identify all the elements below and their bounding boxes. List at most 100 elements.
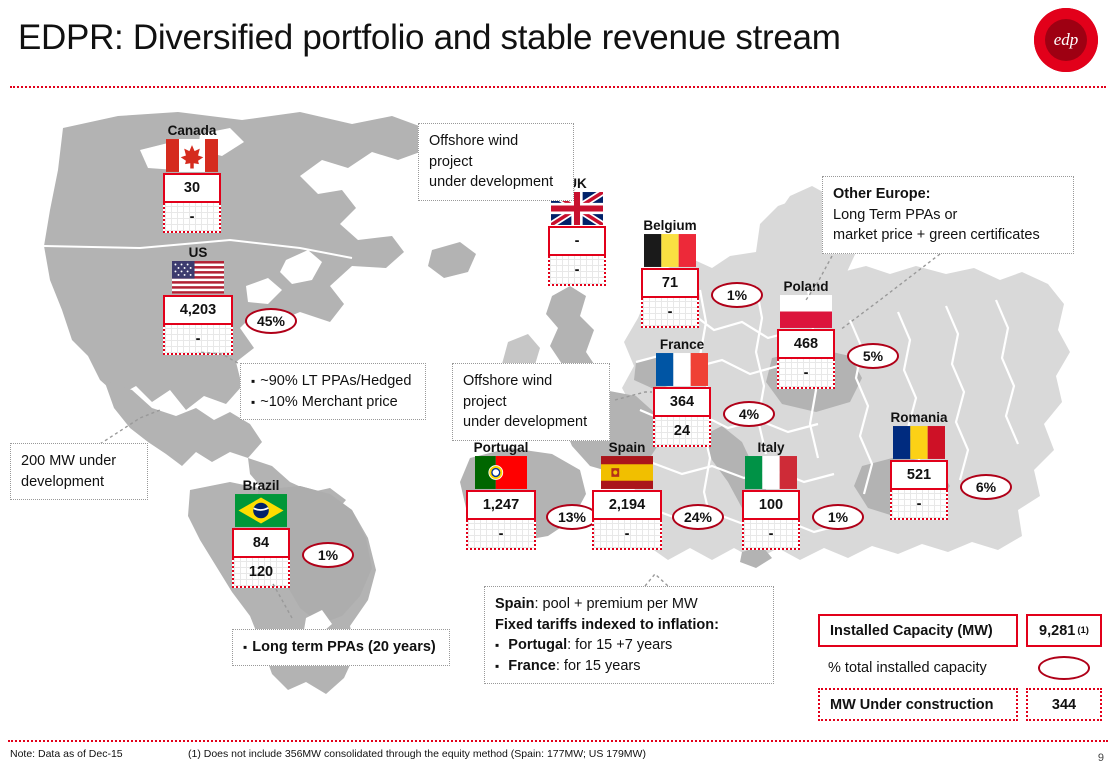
page-number: 9 xyxy=(1097,752,1104,764)
country-name-spain: Spain xyxy=(608,440,646,455)
country-block-belgium[interactable]: Belgium 71 - 1% xyxy=(641,218,763,328)
under-construction-box-spain[interactable]: - xyxy=(592,520,662,550)
percent-badge-france: 4% xyxy=(723,401,775,427)
landmass-sicily xyxy=(740,546,772,568)
percent-badge-spain: 24% xyxy=(672,504,724,530)
legend-row-percent: % total installed capacity xyxy=(818,651,1103,684)
country-block-poland[interactable]: Poland 468 - 5% xyxy=(777,279,899,389)
country-block-us[interactable]: US 4,203 - 45% xyxy=(163,245,297,355)
percent-badge-us: 45% xyxy=(245,308,297,334)
legend-installed-value: 9,281 (1) xyxy=(1026,614,1102,647)
legend-uc-value: 344 xyxy=(1026,688,1102,721)
under-construction-box-belgium[interactable]: - xyxy=(641,298,699,328)
legend: Installed Capacity (MW) 9,281 (1) % total… xyxy=(818,614,1103,725)
callout-offshore-uk-line1: Offshore wind project xyxy=(429,133,519,170)
landmass-north-america xyxy=(44,112,430,410)
flag-spain xyxy=(601,456,653,489)
under-construction-box-us[interactable]: - xyxy=(163,325,233,355)
under-construction-box-canada[interactable]: - xyxy=(163,203,221,233)
country-name-poland: Poland xyxy=(783,279,829,294)
capacity-box-spain[interactable]: 2,194 xyxy=(592,490,662,520)
callout-tariffs-line1-rest: : pool + premium per MW xyxy=(534,596,698,612)
capacity-wrap-belgium: 71 - xyxy=(641,268,699,328)
legend-percent-label: % total installed capacity xyxy=(828,659,987,676)
callout-us-ppa-line1: ~90% LT PPAs/Hedged xyxy=(251,371,415,392)
under-construction-box-uk[interactable]: - xyxy=(548,256,606,286)
legend-installed-label: Installed Capacity (MW) xyxy=(818,614,1018,647)
country-block-portugal[interactable]: Portugal 1,247 - 13% xyxy=(466,440,598,550)
capacity-box-portugal[interactable]: 1,247 xyxy=(466,490,536,520)
flag-portugal xyxy=(475,456,527,489)
header-divider xyxy=(10,86,1106,88)
capacity-box-uk[interactable]: - xyxy=(548,226,606,256)
callout-offshore-uk: Offshore wind project under development xyxy=(418,123,574,201)
callout-tariffs-line3: Portugal: for 15 +7 years xyxy=(495,635,763,656)
under-construction-box-portugal[interactable]: - xyxy=(466,520,536,550)
callout-mexico-line2: development xyxy=(21,473,105,490)
capacity-box-canada[interactable]: 30 xyxy=(163,173,221,203)
callout-offshore-uk-line2: under development xyxy=(429,174,554,191)
capacity-box-belgium[interactable]: 71 xyxy=(641,268,699,298)
callout-other-europe-title: Other Europe: xyxy=(833,186,931,202)
capacity-wrap-poland: 468 - xyxy=(777,329,835,389)
callout-tariffs-line4-label: France xyxy=(508,657,556,674)
legend-installed-number: 9,281 xyxy=(1039,622,1076,639)
callout-offshore-france: Offshore wind project under development xyxy=(452,363,610,441)
callout-us-ppa-line2: ~10% Merchant price xyxy=(251,392,415,413)
legend-row-under-construction: MW Under construction 344 xyxy=(818,688,1103,721)
country-block-france[interactable]: France 364 24 4% xyxy=(653,337,775,447)
landmass-na-cut-2 xyxy=(246,278,282,304)
country-block-italy[interactable]: Italy 100 - 1% xyxy=(742,440,864,550)
callout-tariffs-line2: Fixed tariffs indexed to inflation: xyxy=(495,616,719,633)
country-name-us: US xyxy=(188,245,208,260)
callout-mexico-line1: 200 MW under xyxy=(21,453,117,469)
capacity-box-italy[interactable]: 100 xyxy=(742,490,800,520)
capacity-wrap-italy: 100 - xyxy=(742,490,800,550)
page-title: EDPR: Diversified portfolio and stable r… xyxy=(18,18,841,57)
country-block-romania[interactable]: Romania 521 - 6% xyxy=(890,410,1012,520)
country-block-spain[interactable]: Spain 2,194 - 24% xyxy=(592,440,724,550)
callout-tariffs-line1: Spain: pool + premium per MW xyxy=(495,594,763,615)
flag-canada xyxy=(166,139,218,172)
capacity-box-romania[interactable]: 521 xyxy=(890,460,948,490)
capacity-box-poland[interactable]: 468 xyxy=(777,329,835,359)
callout-tariffs-line3-label: Portugal xyxy=(508,637,568,654)
under-construction-box-poland[interactable]: - xyxy=(777,359,835,389)
callout-offshore-france-line2: under development xyxy=(463,414,588,431)
capacity-box-us[interactable]: 4,203 xyxy=(163,295,233,325)
legend-installed-footnote-marker: (1) xyxy=(1077,625,1089,636)
callout-tariffs-line4-rest: : for 15 years xyxy=(555,657,641,674)
country-name-canada: Canada xyxy=(167,123,217,138)
capacity-box-brazil[interactable]: 84 xyxy=(232,528,290,558)
edp-logo-inner xyxy=(1045,19,1087,61)
country-name-italy: Italy xyxy=(757,440,785,455)
callout-tariffs-line4: France: for 15 years xyxy=(495,656,763,677)
country-block-brazil[interactable]: Brazil 84 120 1% xyxy=(232,478,354,588)
edp-logo-text: edp xyxy=(1053,30,1079,49)
percent-badge-portugal: 13% xyxy=(546,504,598,530)
under-construction-box-france[interactable]: 24 xyxy=(653,417,711,447)
capacity-wrap-portugal: 1,247 - xyxy=(466,490,536,550)
capacity-box-france[interactable]: 364 xyxy=(653,387,711,417)
flag-brazil xyxy=(235,494,287,527)
flag-italy xyxy=(745,456,797,489)
country-block-canada[interactable]: Canada 30 - xyxy=(163,123,221,233)
callout-other-europe-line3: market price + green certificates xyxy=(833,227,1040,244)
percent-badge-poland: 5% xyxy=(847,343,899,369)
flag-poland xyxy=(780,295,832,328)
country-name-romania: Romania xyxy=(890,410,948,425)
callout-tariffs-line3-rest: : for 15 +7 years xyxy=(567,637,673,654)
footer-note: Note: Data as of Dec-15 xyxy=(10,748,123,760)
callout-tariffs-line1-label: Spain xyxy=(495,596,535,612)
percent-badge-belgium: 1% xyxy=(711,282,763,308)
callout-us-ppa: ~90% LT PPAs/Hedged ~10% Merchant price xyxy=(240,363,426,421)
under-construction-box-romania[interactable]: - xyxy=(890,490,948,520)
flag-romania xyxy=(893,426,945,459)
country-name-belgium: Belgium xyxy=(643,218,697,233)
callout-brazil-ppa: Long term PPAs (20 years) xyxy=(232,629,450,666)
under-construction-box-brazil[interactable]: 120 xyxy=(232,558,290,588)
legend-percent-ellipse xyxy=(1038,655,1090,680)
landmass-iceland xyxy=(428,242,476,278)
under-construction-box-italy[interactable]: - xyxy=(742,520,800,550)
